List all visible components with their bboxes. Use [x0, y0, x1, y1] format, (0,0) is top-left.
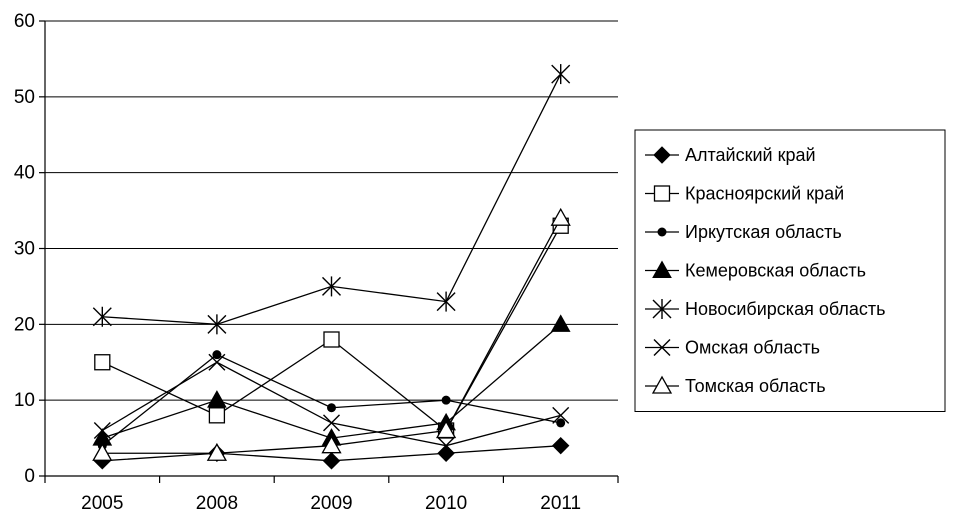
legend-item: Иркутская область	[645, 222, 842, 242]
data-point	[556, 418, 566, 428]
legend-marker	[653, 146, 671, 164]
x-tick-label: 2009	[310, 493, 352, 514]
data-point	[207, 390, 227, 408]
legend-item: Омская область	[645, 338, 820, 358]
data-point	[94, 354, 111, 371]
data-point	[327, 403, 336, 413]
y-tick-label: 0	[24, 466, 35, 487]
legend: Алтайский край Красноярский край Иркутская…	[634, 129, 946, 412]
legend-label: Томская область	[685, 376, 826, 396]
x-tick-label: 2005	[81, 493, 123, 514]
data-point	[208, 353, 226, 371]
legend-marker	[652, 299, 672, 319]
y-tick-label: 10	[14, 390, 35, 411]
data-point	[212, 350, 222, 360]
data-point	[92, 442, 113, 461]
legend-item: Алтайский край	[645, 145, 816, 165]
y-tick-label: 60	[14, 11, 35, 32]
legend-marker	[653, 185, 671, 202]
legend-item: Красноярский край	[645, 184, 844, 204]
data-point	[321, 435, 342, 454]
series-5	[92, 64, 571, 335]
data-point	[206, 442, 228, 461]
gridlines	[45, 20, 618, 401]
y-tick-label: 20	[14, 314, 35, 335]
x-tick-label: 2011	[540, 493, 581, 514]
series-6	[93, 353, 570, 455]
data-point	[207, 314, 227, 335]
data-point	[93, 422, 111, 439]
y-tick-label: 50	[14, 87, 35, 108]
data-point	[551, 64, 571, 85]
y-tick-label: 40	[14, 163, 35, 184]
axes: 0 10 20 30 40 50 60 2005 2008 2009 2010 2011	[14, 11, 619, 514]
legend-marker	[652, 260, 672, 278]
data-point	[552, 406, 570, 424]
data-point	[322, 452, 341, 470]
legend-label: Иркутская область	[685, 222, 842, 242]
legend-box	[634, 129, 946, 412]
y-tick-label: 30	[14, 239, 35, 260]
data-point	[551, 436, 570, 455]
data-point	[208, 407, 226, 424]
series	[92, 64, 571, 470]
legend-item: Новосибирская область	[645, 299, 886, 319]
legend-marker	[653, 339, 671, 356]
legend-marker	[651, 375, 673, 394]
data-point	[441, 395, 451, 405]
data-point	[323, 414, 340, 432]
data-point	[92, 306, 112, 327]
legend-label: Красноярский край	[685, 184, 844, 204]
legend-item: Кемеровская область	[645, 260, 866, 281]
x-tick-label: 2008	[196, 493, 238, 514]
data-point	[322, 276, 341, 297]
legend-marker	[657, 227, 667, 237]
series-7	[92, 207, 571, 461]
data-point	[436, 291, 456, 312]
data-point	[550, 207, 571, 226]
data-point	[435, 420, 457, 439]
data-point	[550, 314, 571, 332]
legend-item: Томская область	[645, 375, 826, 396]
x-tick-label: 2010	[425, 493, 467, 514]
legend-label: Алтайский край	[685, 145, 816, 165]
legend-label: Новосибирская область	[685, 299, 886, 319]
data-point	[323, 331, 340, 348]
legend-label: Кемеровская область	[685, 261, 866, 281]
legend-label: Омская область	[685, 338, 820, 358]
data-point	[437, 444, 455, 462]
data-point	[437, 437, 455, 455]
